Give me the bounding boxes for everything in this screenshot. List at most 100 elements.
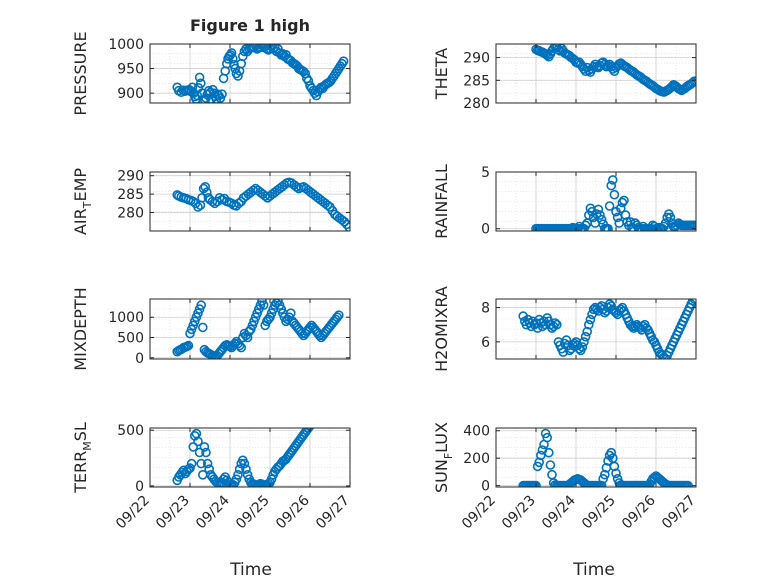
y-tick-label: 0 bbox=[135, 479, 144, 495]
y-tick-label: 500 bbox=[117, 331, 144, 347]
data-point bbox=[303, 428, 314, 433]
data-point bbox=[588, 304, 599, 315]
axes-box bbox=[149, 298, 351, 360]
data-point bbox=[615, 203, 626, 214]
data-point bbox=[200, 182, 210, 192]
data-point bbox=[242, 332, 253, 343]
data-point bbox=[202, 458, 213, 469]
data-point bbox=[338, 377, 346, 385]
y-tick-label: 0 bbox=[481, 222, 490, 238]
x-tick-label: 09/22 bbox=[113, 493, 153, 533]
data-point bbox=[193, 202, 203, 212]
x-tick-label: 09/23 bbox=[499, 493, 539, 533]
data-point bbox=[572, 223, 583, 231]
data-point bbox=[547, 469, 557, 480]
x-axis-label-left: Time bbox=[229, 560, 272, 580]
y-tick-label: 0 bbox=[481, 479, 490, 495]
data-point bbox=[543, 447, 554, 458]
data-point bbox=[593, 204, 604, 215]
data-point bbox=[332, 312, 343, 323]
y-tick-label: 500 bbox=[117, 423, 144, 439]
data-point bbox=[327, 393, 335, 401]
subplot-rainfall: 0 5 RAINFALL bbox=[432, 164, 697, 239]
data-point bbox=[191, 428, 202, 439]
x-axis-label-right: Time bbox=[572, 560, 615, 580]
y-tick-label: 8 bbox=[481, 301, 490, 317]
x-tick-label: 09/25 bbox=[579, 493, 619, 533]
axes-box bbox=[495, 43, 697, 104]
axes-box bbox=[149, 171, 351, 232]
data-point bbox=[210, 198, 220, 209]
axes-box bbox=[149, 427, 351, 488]
data-point bbox=[582, 326, 593, 337]
x-tick-label: 09/24 bbox=[193, 492, 233, 532]
data-point bbox=[603, 456, 613, 466]
data-point bbox=[595, 210, 605, 220]
data-point bbox=[228, 53, 238, 64]
data-point bbox=[689, 299, 696, 304]
data-point bbox=[186, 458, 197, 469]
y-axis-label: PRESSURE bbox=[71, 31, 90, 115]
data-point bbox=[316, 408, 324, 416]
data-point bbox=[312, 413, 320, 421]
data-point bbox=[207, 196, 218, 207]
data-point bbox=[325, 395, 333, 403]
data-point bbox=[652, 223, 663, 231]
data-point bbox=[196, 458, 206, 469]
data-point bbox=[194, 72, 205, 83]
data-point bbox=[234, 464, 245, 475]
data-point bbox=[620, 210, 631, 220]
y-tick-label: 950 bbox=[117, 62, 144, 78]
y-axis-label: MIXDEPTH bbox=[71, 287, 90, 370]
data-point bbox=[585, 314, 596, 325]
data-point bbox=[198, 322, 208, 333]
series-air_temp bbox=[172, 177, 350, 231]
series-terr_msl bbox=[172, 377, 346, 487]
data-point bbox=[336, 380, 344, 388]
data-point bbox=[588, 61, 599, 72]
y-tick-label: 200 bbox=[463, 451, 490, 467]
data-point bbox=[234, 340, 245, 351]
data-point bbox=[217, 89, 227, 99]
data-point bbox=[535, 450, 546, 461]
x-tick-label: 09/24 bbox=[539, 492, 579, 532]
data-point bbox=[545, 460, 556, 470]
subplot-theta: 280 285 290 THETA bbox=[432, 43, 697, 112]
data-point bbox=[311, 415, 319, 423]
axes-box bbox=[495, 298, 697, 360]
data-point bbox=[332, 386, 340, 394]
data-point bbox=[542, 432, 553, 443]
data-point bbox=[324, 397, 332, 405]
data-point bbox=[550, 318, 561, 328]
y-tick-label: 1000 bbox=[108, 37, 144, 53]
y-axis-label: AIRTEMP bbox=[71, 168, 94, 235]
y-tick-label: 0 bbox=[135, 351, 144, 367]
series-pressure bbox=[172, 44, 349, 103]
data-point bbox=[609, 461, 620, 472]
y-tick-label: 290 bbox=[463, 51, 490, 67]
data-point bbox=[314, 411, 322, 419]
data-point bbox=[606, 180, 617, 191]
data-point bbox=[193, 436, 203, 447]
data-point bbox=[188, 196, 198, 207]
y-tick-label: 280 bbox=[463, 96, 490, 112]
y-axis-label: H2OMIXRA bbox=[432, 286, 451, 372]
data-point bbox=[604, 201, 615, 211]
data-point bbox=[596, 214, 607, 225]
y-tick-label: 280 bbox=[117, 206, 144, 222]
data-point bbox=[255, 44, 266, 52]
subplot-sun_flux: 0 200 400 09/22 09/23 09/24 09/25 09/26 09/27 SUN… bbox=[432, 422, 699, 532]
data-point bbox=[196, 78, 206, 89]
data-point bbox=[609, 189, 620, 200]
axes-box bbox=[495, 171, 697, 232]
data-point bbox=[204, 464, 214, 475]
y-tick-label: 290 bbox=[117, 169, 144, 185]
subplot-terr_msl: 0 500 09/22 09/23 09/24 09/25 09/26 09/27 TERRMS… bbox=[71, 377, 353, 533]
y-axis-label: TERRMSL bbox=[71, 422, 94, 494]
data-point bbox=[319, 404, 327, 412]
data-point bbox=[660, 218, 671, 228]
y-tick-label: 285 bbox=[463, 73, 490, 89]
x-tick-label: 09/22 bbox=[459, 493, 499, 533]
data-point bbox=[317, 406, 325, 414]
